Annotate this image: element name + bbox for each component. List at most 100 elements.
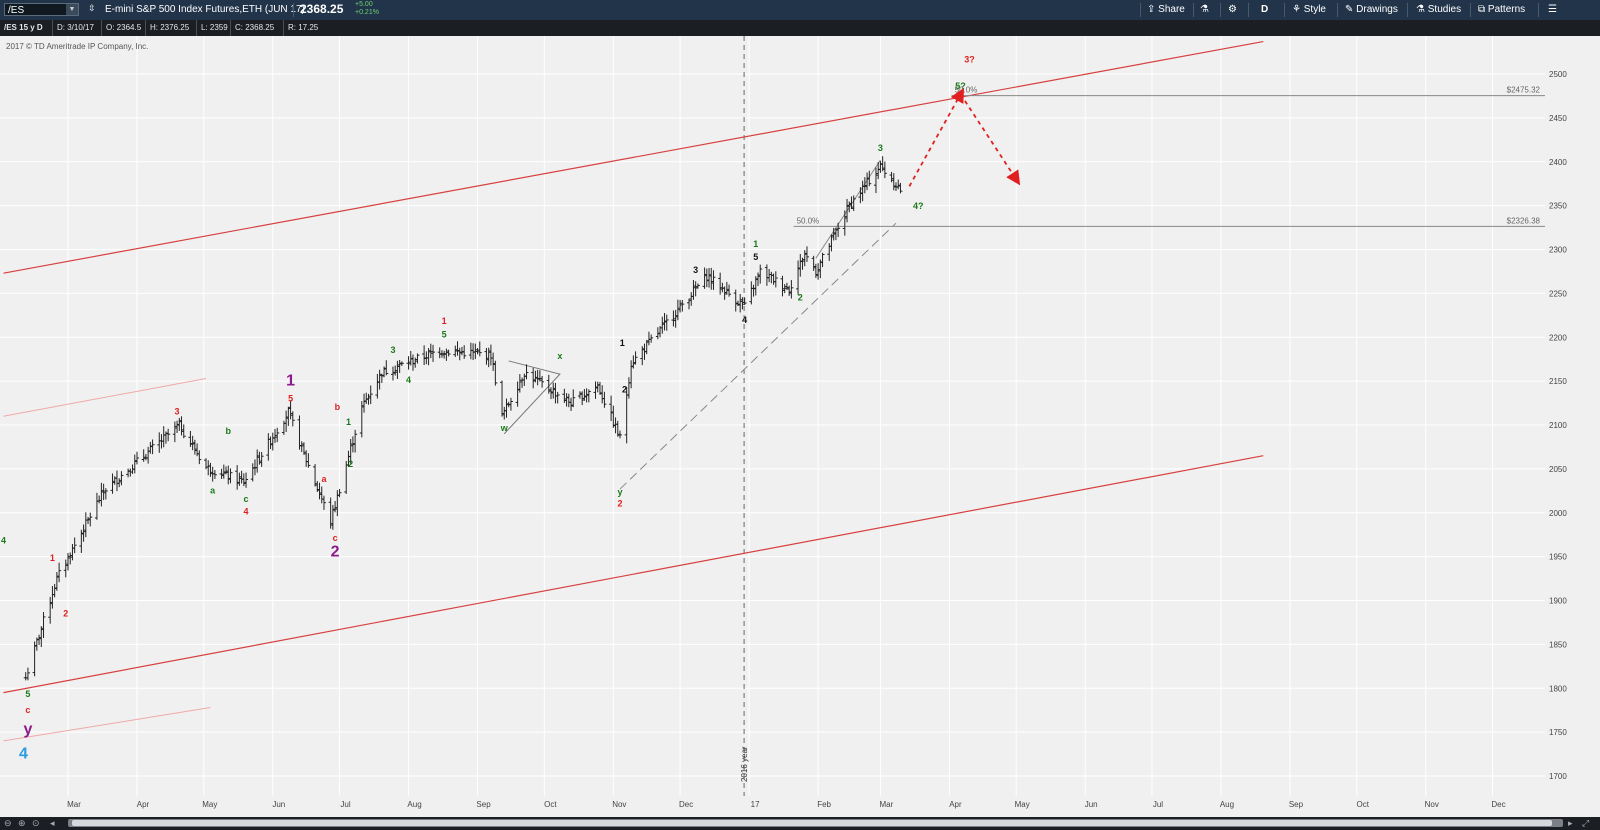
- ohlc-bar: [816, 263, 821, 280]
- scroll-left-icon[interactable]: ◂: [50, 818, 55, 828]
- menu-button[interactable]: ☰: [1548, 3, 1557, 17]
- ohlc-bar: [79, 529, 84, 553]
- ohlc-bar: [32, 641, 37, 677]
- ohlc-bar: [415, 353, 420, 364]
- wave-label: 3: [390, 345, 395, 355]
- ohlc-bar: [831, 227, 836, 241]
- ohlc-bar: [328, 497, 333, 529]
- ohlc-bar: [148, 441, 153, 454]
- ohlc-bar: [175, 420, 180, 433]
- instrument-settings-icon[interactable]: ⇳: [88, 3, 96, 13]
- ohlc-bar: [508, 397, 513, 411]
- ohlc-bar: [813, 263, 818, 278]
- ohlc-bar: [773, 271, 778, 288]
- x-tick-label: Jul: [1153, 800, 1163, 809]
- symbol-dropdown-icon[interactable]: ▼: [66, 4, 78, 15]
- ohlc-bar: [709, 267, 714, 290]
- ohlc-bar: [390, 366, 395, 381]
- flask-icon: ⚗: [1200, 4, 1209, 15]
- symbol-input[interactable]: /ES ▼: [4, 3, 79, 16]
- style-button[interactable]: ⚘ Style: [1292, 3, 1326, 17]
- ohlc-bar: [453, 345, 458, 357]
- x-tick-label: May: [1015, 800, 1030, 809]
- style-label: Style: [1303, 4, 1326, 15]
- expand-icon[interactable]: ⤢: [1582, 818, 1590, 828]
- ohlc-bar: [537, 370, 542, 382]
- ohlc-bar: [179, 416, 184, 436]
- bar-low: L: 2359: [196, 20, 228, 36]
- ohlc-bar: [758, 264, 763, 284]
- ohlc-bar: [150, 439, 155, 455]
- ohlc-bar: [702, 267, 707, 289]
- ohlc-bar: [141, 449, 146, 462]
- wave-label: b: [335, 402, 341, 412]
- zoom-in-icon[interactable]: ⊕: [18, 818, 26, 828]
- pencil-icon: ✎: [1345, 4, 1354, 15]
- flask-button[interactable]: ⚗: [1200, 3, 1209, 17]
- ohlc-bar: [197, 450, 202, 465]
- ohlc-bar: [711, 270, 716, 290]
- wave-label: 1: [50, 553, 55, 563]
- ohlc-bar: [655, 327, 660, 340]
- drawings-button[interactable]: ✎ Drawings: [1345, 3, 1398, 17]
- ohlc-bar: [88, 512, 93, 527]
- ohlc-bar: [847, 201, 852, 213]
- ohlc-bar: [57, 562, 62, 583]
- ohlc-bar: [228, 468, 233, 484]
- ohlc-bar: [486, 347, 491, 368]
- ohlc-bar: [181, 424, 186, 439]
- bar-open: O: 2364.5: [101, 20, 141, 36]
- price-chart[interactable]: Mar Apr May Jun Jul Aug Sep Oct Nov Dec 17 Feb Mar Ap…: [0, 36, 1600, 817]
- retracement-pct: 50.0%: [955, 86, 978, 95]
- y-tick-label: 2350: [1549, 202, 1567, 211]
- ohlc-bar: [54, 571, 59, 591]
- drawings-label: Drawings: [1356, 4, 1398, 15]
- ohlc-bar: [602, 391, 607, 408]
- wave-label: 2: [798, 292, 803, 302]
- patterns-button[interactable]: ⧉ Patterns: [1478, 3, 1525, 17]
- x-tick-label: Oct: [544, 800, 557, 809]
- x-tick-label: Sep: [476, 800, 491, 809]
- ohlc-bar: [798, 254, 803, 277]
- wave-label: 3: [878, 143, 883, 153]
- ohlc-bar: [86, 516, 91, 524]
- ohlc-bar: [48, 596, 53, 624]
- ohlc-bar: [524, 364, 529, 380]
- wave-label: 1: [346, 417, 351, 427]
- scroll-right-icon[interactable]: ▸: [1568, 818, 1573, 828]
- share-button[interactable]: ⇪ Share: [1147, 3, 1185, 17]
- bar-high: H: 2376.25: [145, 20, 189, 36]
- wave-label: 2: [63, 608, 68, 618]
- ohlc-bar: [784, 282, 789, 290]
- settings-button[interactable]: ⚙: [1228, 3, 1237, 17]
- ohlc-bar: [301, 442, 306, 455]
- wave-label: 1: [442, 316, 447, 326]
- ohlc-bar: [722, 286, 727, 300]
- ohlc-bar: [896, 179, 901, 190]
- ohlc-bar: [382, 366, 387, 378]
- ohlc-bar: [444, 348, 449, 361]
- ohlc-bar: [446, 349, 451, 357]
- wave-label: c: [244, 494, 249, 504]
- studies-button[interactable]: ⚗ Studies: [1416, 3, 1461, 17]
- time-scrollbar[interactable]: ⊖ ⊕ ⊙ ◂ ▸ ⤢: [0, 817, 1600, 830]
- period-button[interactable]: D: [1261, 4, 1269, 15]
- ohlc-bar: [177, 417, 182, 431]
- ohlc-bar: [163, 431, 168, 444]
- scroll-thumb[interactable]: [72, 820, 1552, 826]
- ohlc-bar: [662, 313, 667, 331]
- ohlc-bar: [135, 451, 139, 465]
- ohlc-bar: [629, 360, 634, 389]
- ohlc-bar: [306, 453, 311, 468]
- y-tick-label: 2450: [1549, 114, 1567, 123]
- ohlc-bar: [395, 360, 400, 379]
- ohlc-bar: [664, 314, 669, 331]
- zoom-reset-icon[interactable]: ⊙: [32, 818, 40, 828]
- ohlc-bar: [580, 391, 585, 406]
- ohlc-bar: [117, 478, 122, 488]
- copyright: 2017 © TD Ameritrade IP Company, Inc.: [6, 42, 149, 51]
- ohlc-bar: [491, 352, 496, 371]
- divider: [1220, 3, 1221, 17]
- zoom-out-icon[interactable]: ⊖: [4, 818, 12, 828]
- ohlc-bar: [649, 334, 654, 343]
